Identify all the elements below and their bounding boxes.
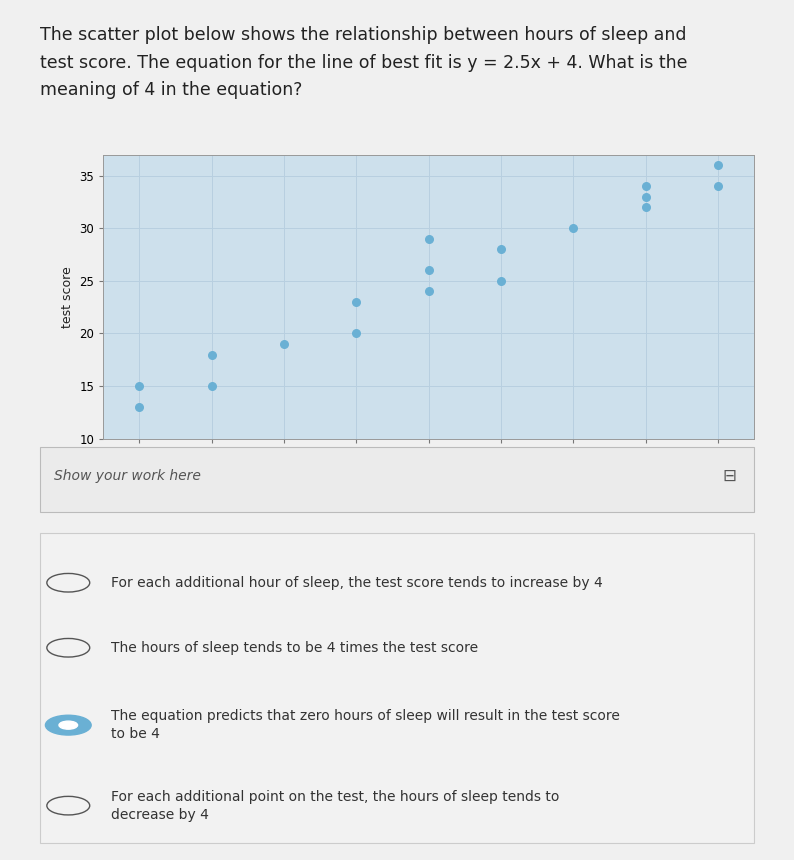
Text: The equation predicts that zero hours of sleep will result in the test score
to : The equation predicts that zero hours of…: [111, 710, 620, 741]
X-axis label: hours of sleep: hours of sleep: [384, 466, 473, 479]
Point: [639, 200, 652, 214]
Text: ⊟: ⊟: [723, 467, 737, 485]
Point: [350, 327, 363, 341]
Circle shape: [45, 716, 91, 735]
Point: [711, 180, 724, 194]
Point: [422, 285, 435, 298]
Y-axis label: test score: test score: [61, 266, 74, 328]
Point: [639, 190, 652, 204]
Text: The hours of sleep tends to be 4 times the test score: The hours of sleep tends to be 4 times t…: [111, 641, 478, 654]
Point: [350, 295, 363, 309]
Text: Show your work here: Show your work here: [54, 470, 201, 483]
Text: The scatter plot below shows the relationship between hours of sleep and
test sc: The scatter plot below shows the relatio…: [40, 26, 687, 100]
Text: For each additional point on the test, the hours of sleep tends to
decrease by 4: For each additional point on the test, t…: [111, 789, 560, 821]
Point: [711, 158, 724, 172]
Point: [639, 180, 652, 194]
Point: [422, 263, 435, 277]
Point: [133, 400, 146, 414]
Text: For each additional hour of sleep, the test score tends to increase by 4: For each additional hour of sleep, the t…: [111, 575, 603, 590]
Point: [133, 379, 146, 393]
Point: [567, 222, 580, 236]
Point: [422, 232, 435, 246]
Circle shape: [59, 722, 78, 729]
Point: [206, 347, 218, 361]
Point: [278, 337, 291, 351]
Point: [206, 379, 218, 393]
Point: [495, 274, 507, 288]
Point: [495, 243, 507, 256]
